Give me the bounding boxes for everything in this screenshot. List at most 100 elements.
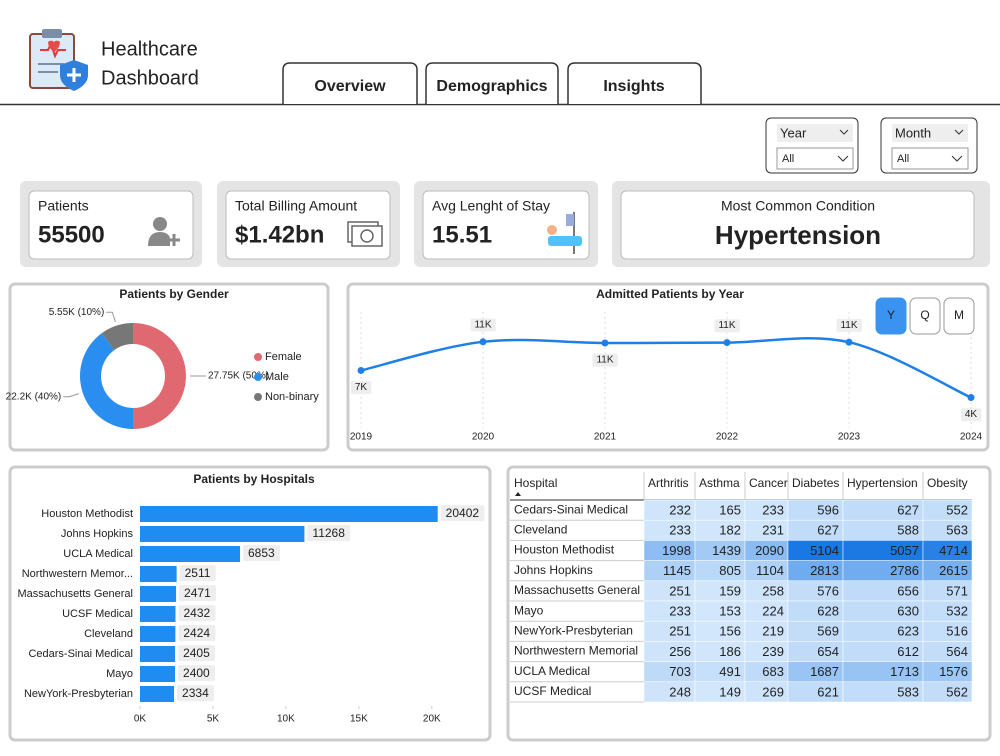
y-tick-label: NewYork-Presbyterian: [24, 688, 133, 700]
title: Dashboard: [101, 67, 199, 89]
filter-header: [777, 124, 853, 142]
bar: [140, 546, 240, 562]
column-header[interactable]: Obesity: [927, 476, 968, 490]
point: [357, 366, 365, 374]
label-box: [440, 505, 485, 522]
filter-value[interactable]: All: [897, 153, 909, 165]
chart-title: Patients by Hospitals: [193, 472, 315, 486]
label-box: [242, 545, 281, 562]
data-label: 7K: [355, 382, 368, 393]
bar: [140, 606, 176, 622]
legend-swatch: [254, 393, 262, 401]
column-header[interactable]: Hospital: [514, 476, 557, 490]
cell-value: 186: [719, 644, 741, 659]
data-label: 22.2K (40%): [6, 391, 62, 402]
column-header[interactable]: Cancer: [749, 476, 788, 490]
cell-value: 630: [897, 604, 919, 619]
label-box: [179, 585, 217, 602]
y-tick-label: Massachusetts General: [17, 588, 133, 600]
chevron: [951, 155, 963, 162]
cell-value: 564: [946, 644, 968, 659]
column-header[interactable]: Asthma: [699, 476, 740, 490]
kpi-value: $1.42bn: [235, 221, 324, 248]
chart-title: Patients by Gender: [119, 287, 229, 301]
x-tick-label: 2019: [350, 432, 373, 443]
data-label: 11268: [312, 526, 345, 540]
data-label: 2471: [184, 586, 211, 600]
cell-value: 656: [897, 583, 919, 598]
cell-value: 5104: [810, 543, 839, 558]
cell-value: 562: [946, 684, 968, 699]
cell-value: 516: [946, 624, 968, 639]
card-inner: [422, 190, 590, 260]
cell-value: 628: [817, 604, 839, 619]
cell-value: 231: [762, 523, 784, 538]
x-tick-label: 5K: [207, 714, 220, 725]
bar: [140, 686, 175, 702]
point: [967, 394, 975, 402]
cell-value: 627: [817, 523, 839, 538]
cell-value: 256: [669, 644, 691, 659]
legend-label: Male: [265, 371, 289, 383]
period-button[interactable]: [943, 297, 975, 335]
y-tick-label: Houston Methodist: [41, 508, 133, 520]
kpi-value: 15.51: [432, 221, 492, 248]
label-box: [350, 381, 372, 395]
tab-label[interactable]: Overview: [314, 78, 386, 95]
cell-value: 233: [669, 604, 691, 619]
cell-value: 627: [897, 503, 919, 518]
period-button[interactable]: [875, 297, 907, 335]
leader-line: [63, 393, 79, 398]
label-box: [470, 318, 496, 332]
column-header[interactable]: Hypertension: [847, 476, 918, 490]
cell-value: 248: [669, 684, 691, 699]
row-label: NewYork-Presbyterian: [514, 623, 633, 637]
x-tick-label: 10K: [277, 714, 295, 725]
x-tick-label: 2021: [594, 432, 617, 443]
period-button-label[interactable]: M: [954, 308, 964, 322]
filter-dropdown[interactable]: [776, 147, 854, 170]
kpi-value: Hypertension: [715, 220, 881, 250]
label-box: [592, 353, 618, 367]
label-box: [960, 408, 982, 422]
period-button-label[interactable]: Q: [920, 308, 929, 322]
tab[interactable]: [425, 62, 559, 104]
pie-slice: [101, 323, 133, 351]
data-label: 5.55K (10%): [49, 307, 105, 318]
column-header[interactable]: Diabetes: [792, 476, 839, 490]
filter-dropdown[interactable]: [891, 147, 969, 170]
sort-arrow: [515, 492, 521, 496]
cell-value: 1713: [890, 664, 919, 679]
row-label: Cleveland: [514, 522, 567, 536]
data-label: 11K: [474, 319, 491, 330]
row-label: UCLA Medical: [514, 664, 590, 678]
data-label: 11K: [596, 355, 613, 366]
cell-value: 233: [762, 503, 784, 518]
kpi-label: Total Billing Amount: [235, 198, 357, 214]
legend-label: Non-binary: [265, 391, 319, 403]
legend-swatch: [254, 353, 262, 361]
row-label: Northwestern Memorial: [514, 644, 638, 658]
cell-value: 1576: [939, 664, 968, 679]
card: [346, 282, 990, 452]
cell-value: 563: [946, 523, 968, 538]
tab-label[interactable]: Demographics: [436, 78, 547, 95]
data-label: 11K: [718, 320, 735, 331]
card: [8, 465, 492, 742]
tab[interactable]: [567, 62, 702, 104]
y-tick-label: Cleveland: [84, 628, 133, 640]
filter-value[interactable]: All: [782, 153, 794, 165]
card-inner: [620, 190, 975, 260]
period-button[interactable]: [909, 297, 941, 335]
column-header[interactable]: Arthritis: [648, 476, 689, 490]
kpi-label: Most Common Condition: [721, 198, 875, 214]
tab-label[interactable]: Insights: [603, 78, 664, 95]
data-label: 2432: [183, 606, 210, 620]
kpi-value: 55500: [38, 221, 105, 248]
period-button-label[interactable]: Y: [887, 308, 895, 322]
cell-value: 219: [762, 624, 784, 639]
filter-header: [892, 124, 968, 142]
tab[interactable]: [282, 62, 418, 104]
cell-value: 1439: [712, 543, 741, 558]
